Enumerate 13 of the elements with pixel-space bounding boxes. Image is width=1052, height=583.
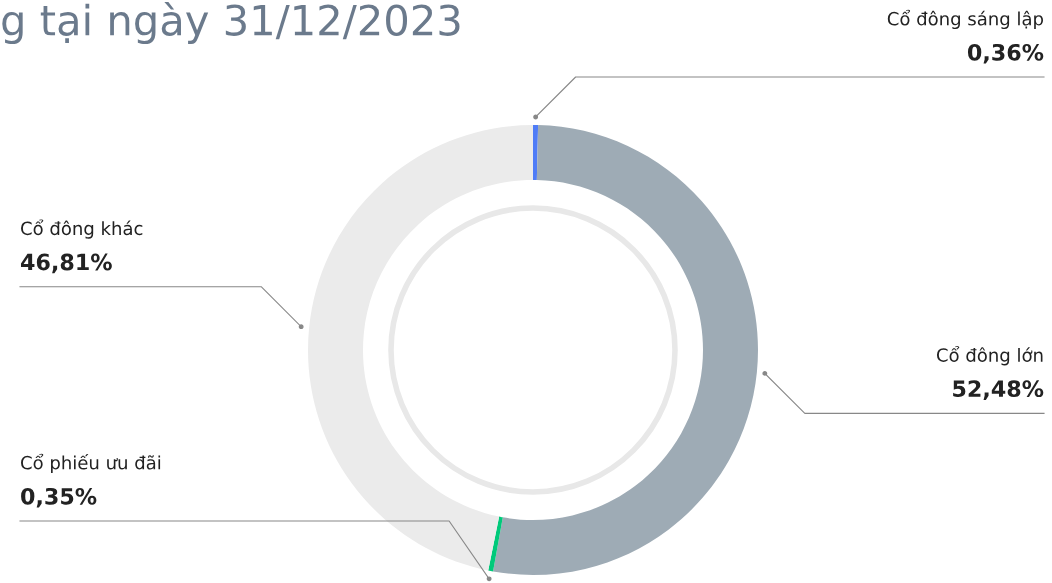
- data-label: 52,48%: [953, 380, 1044, 400]
- donut-slice: [308, 125, 533, 571]
- slice-label: Cổ phiếu ưu đãi: [21, 453, 161, 473]
- data-label: 46,81%: [21, 253, 112, 274]
- slice-label: Cổ đông khác: [21, 219, 143, 239]
- data-label: 0,36%: [967, 43, 1044, 64]
- donut-slice: [493, 125, 758, 575]
- slice-label: Cổ đông lớn: [936, 346, 1043, 366]
- chart-title: g tại ngày 31/12/2023: [2, 2, 460, 44]
- donut-slice: [488, 516, 503, 572]
- slice-label: Cổ đông sáng lập: [887, 9, 1044, 30]
- data-label: 0,35%: [21, 487, 97, 508]
- donut-slice: [533, 125, 539, 181]
